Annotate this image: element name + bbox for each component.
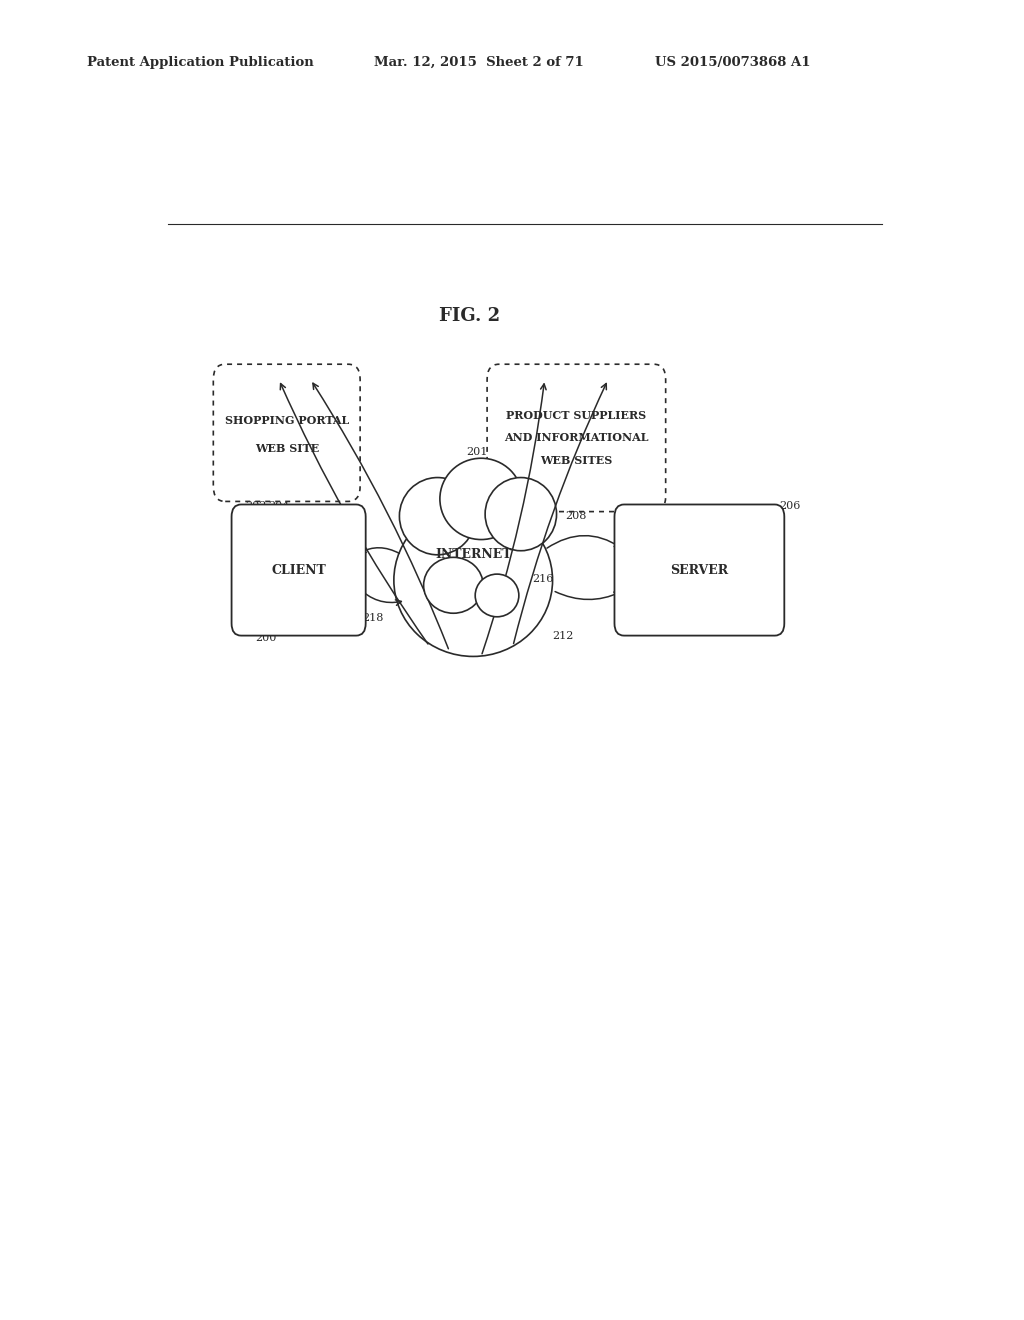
Text: 202: 202 (245, 500, 266, 511)
Ellipse shape (440, 458, 522, 540)
FancyArrowPatch shape (281, 384, 428, 644)
Ellipse shape (424, 557, 483, 614)
Text: 206: 206 (778, 500, 800, 511)
Text: CLIENT: CLIENT (271, 564, 326, 577)
FancyArrowPatch shape (358, 587, 401, 606)
Text: 218: 218 (362, 612, 383, 623)
FancyArrowPatch shape (547, 536, 621, 548)
FancyArrowPatch shape (313, 383, 449, 648)
Text: PRODUCT SUPPLIERS: PRODUCT SUPPLIERS (506, 411, 646, 421)
Text: AND INFORMATIONAL: AND INFORMATIONAL (504, 433, 648, 444)
Text: SERVER: SERVER (671, 564, 728, 577)
Text: Patent Application Publication: Patent Application Publication (87, 55, 313, 69)
FancyArrowPatch shape (555, 591, 620, 599)
Text: WEB SITES: WEB SITES (541, 455, 612, 466)
FancyBboxPatch shape (487, 364, 666, 512)
Text: 201: 201 (467, 447, 487, 457)
Text: SHOPPING PORTAL: SHOPPING PORTAL (224, 414, 349, 426)
Text: INTERNET: INTERNET (435, 548, 511, 561)
FancyArrowPatch shape (514, 384, 606, 644)
Text: US 2015/0073868 A1: US 2015/0073868 A1 (655, 55, 811, 69)
FancyArrowPatch shape (360, 548, 399, 553)
Text: Mar. 12, 2015  Sheet 2 of 71: Mar. 12, 2015 Sheet 2 of 71 (374, 55, 584, 69)
FancyBboxPatch shape (614, 504, 784, 636)
Ellipse shape (475, 574, 519, 616)
Text: 216: 216 (532, 574, 554, 585)
FancyArrowPatch shape (482, 384, 546, 653)
FancyBboxPatch shape (213, 364, 360, 502)
Ellipse shape (394, 504, 553, 656)
Text: 208: 208 (565, 511, 587, 520)
Ellipse shape (399, 478, 475, 554)
Text: 214: 214 (410, 508, 431, 519)
FancyBboxPatch shape (231, 504, 366, 636)
Text: 204: 204 (268, 500, 290, 511)
Text: FIG. 2: FIG. 2 (438, 308, 500, 325)
Text: WEB SITE: WEB SITE (255, 442, 318, 454)
Ellipse shape (485, 478, 557, 550)
Text: 210: 210 (331, 513, 351, 523)
Text: 200: 200 (255, 634, 276, 643)
Text: 212: 212 (553, 631, 573, 642)
